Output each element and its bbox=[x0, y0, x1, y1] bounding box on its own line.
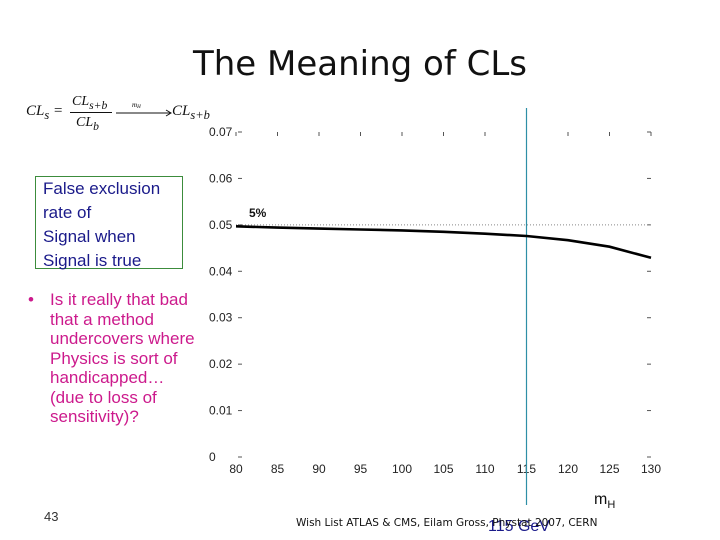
slide-title: The Meaning of CLs bbox=[192, 44, 528, 84]
x-tick-label: 85 bbox=[271, 462, 285, 476]
right-arrow-icon: mH bbox=[116, 101, 172, 117]
y-tick-label: 0.06 bbox=[209, 171, 233, 185]
x-axis-label: mH bbox=[594, 491, 615, 511]
x-tick-label: 105 bbox=[433, 462, 453, 476]
x-axis-label-sub: H bbox=[607, 499, 616, 512]
y-tick-label: 0.04 bbox=[209, 264, 233, 278]
formula-denominator-main: CL bbox=[76, 115, 94, 130]
y-axis: 0 0.01 0.02 0.03 0.04 0.05 0.06 0.07 bbox=[209, 125, 651, 464]
false-exclusion-box: False exclusion rate of Signal when Sign… bbox=[35, 176, 183, 270]
x-tick-label: 125 bbox=[599, 462, 619, 476]
x-tick-label: 120 bbox=[558, 462, 578, 476]
formula-denominator: CLb bbox=[76, 115, 99, 133]
box-line: False exclusion bbox=[43, 179, 161, 198]
formula-rhs-sub: s+b bbox=[190, 108, 210, 122]
y-tick-label: 0.01 bbox=[209, 404, 233, 418]
bullet-text: Is it really that bad that a method unde… bbox=[50, 290, 195, 426]
y-tick-label: 0.05 bbox=[209, 218, 233, 232]
formula-lhs: CLs = bbox=[26, 103, 63, 123]
plot-area: 5% bbox=[235, 108, 652, 505]
y-tick-label: 0.03 bbox=[209, 311, 233, 325]
formula-numerator-sub: s+b bbox=[89, 98, 108, 112]
y-tick-label: 0.07 bbox=[209, 125, 233, 139]
formula-lhs-main: CL bbox=[26, 103, 45, 119]
bullet-dot-icon: • bbox=[28, 290, 34, 309]
y-tick-label: 0 bbox=[209, 450, 216, 464]
x-axis: 80 85 90 95 100 105 110 115 120 125 130 bbox=[229, 132, 661, 476]
x-tick-label: 100 bbox=[392, 462, 412, 476]
x-axis-label-main: m bbox=[594, 491, 608, 508]
y-tick-label: 0.02 bbox=[209, 357, 233, 371]
x-tick-label: 130 bbox=[641, 462, 661, 476]
x-tick-label: 80 bbox=[229, 462, 243, 476]
formula-numerator-main: CL bbox=[72, 94, 90, 109]
formula-denominator-sub: b bbox=[93, 119, 99, 133]
arrow-label: mH bbox=[132, 101, 141, 110]
formula-rhs-main: CL bbox=[172, 103, 191, 119]
formula-equals: = bbox=[52, 103, 64, 119]
formula-numerator: CLs+b bbox=[72, 94, 107, 112]
x-tick-label: 95 bbox=[354, 462, 368, 476]
box-line: rate of bbox=[43, 203, 92, 222]
footer-text: Wish List ATLAS & CMS, Eilam Gross, Phys… bbox=[296, 517, 598, 529]
box-line: Signal when bbox=[43, 227, 136, 246]
page-number: 43 bbox=[44, 509, 59, 524]
reference-line-label: 5% bbox=[249, 206, 267, 220]
x-tick-label: 90 bbox=[312, 462, 326, 476]
fraction-bar bbox=[70, 112, 112, 113]
formula-lhs-sub: s bbox=[44, 108, 50, 122]
marker-label: 115 GeV bbox=[488, 518, 550, 535]
box-line: Signal is true bbox=[43, 251, 142, 270]
formula-rhs: CLs+b bbox=[172, 103, 210, 123]
x-tick-label: 110 bbox=[475, 462, 494, 476]
series-line bbox=[235, 225, 652, 260]
cls-formula: CLs = CLs+b CLb mH CLs+b bbox=[26, 92, 216, 140]
